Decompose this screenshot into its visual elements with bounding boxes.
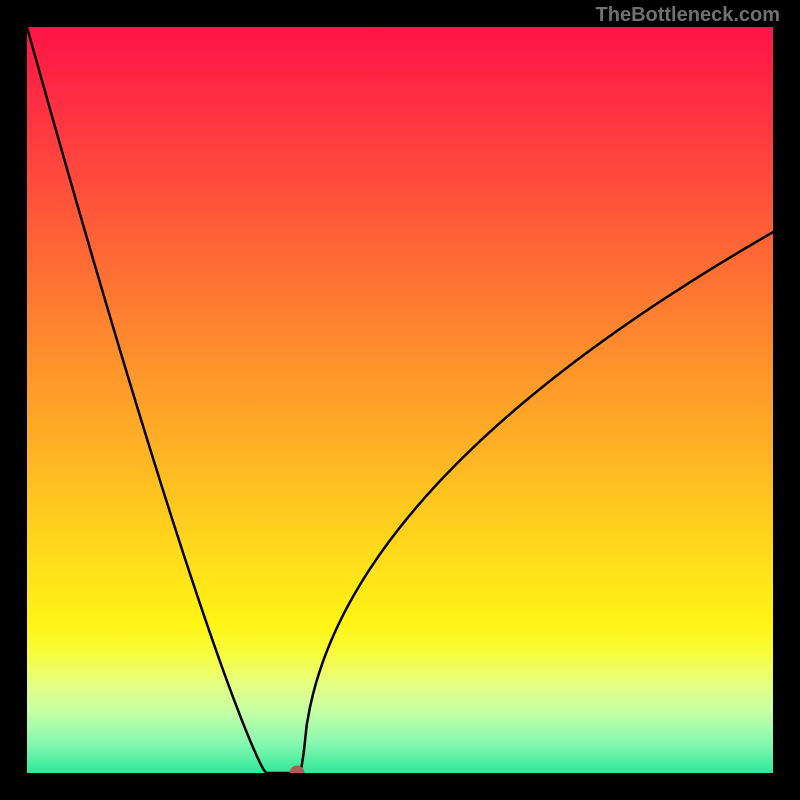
bottleneck-curve	[27, 27, 773, 773]
curve-path	[27, 27, 773, 773]
plot-area	[27, 27, 773, 773]
watermark-text: TheBottleneck.com	[596, 4, 780, 27]
